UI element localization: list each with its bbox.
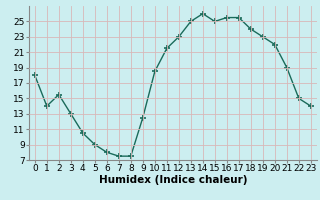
X-axis label: Humidex (Indice chaleur): Humidex (Indice chaleur) [99,175,247,185]
